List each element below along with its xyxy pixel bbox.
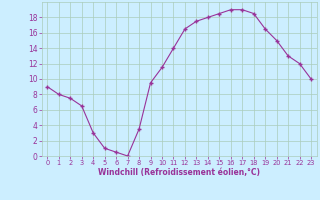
X-axis label: Windchill (Refroidissement éolien,°C): Windchill (Refroidissement éolien,°C) bbox=[98, 168, 260, 177]
